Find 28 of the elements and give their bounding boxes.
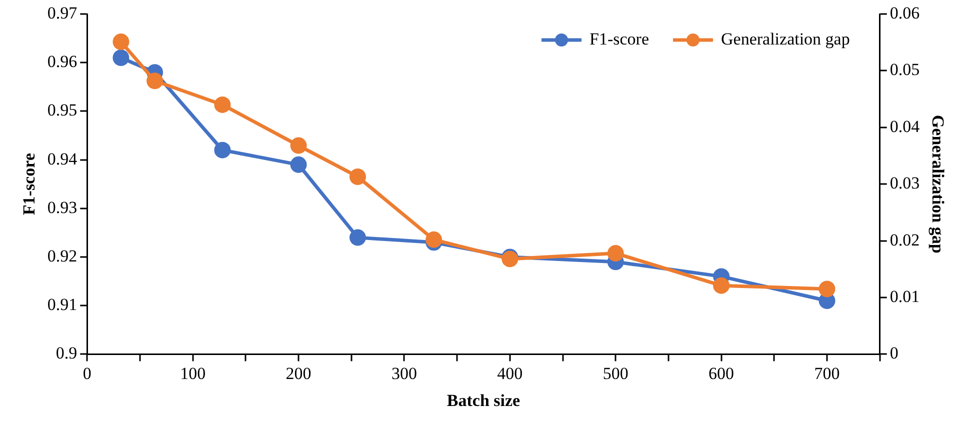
y-tick-label: 0.91 xyxy=(47,295,78,314)
y2-tick-label: 0.05 xyxy=(890,60,920,80)
y-tick-label: 0.94 xyxy=(47,149,78,168)
y2-tick-label: 0.01 xyxy=(890,286,920,306)
y-tick-label: 0.96 xyxy=(47,52,78,72)
y2-tick-label: 0.04 xyxy=(890,116,920,136)
x-tick-label: 600 xyxy=(708,364,734,383)
y2-tick-label: 0.03 xyxy=(890,174,920,193)
legend-label: Generalization gap xyxy=(720,29,850,48)
y2-tick-label: 0.06 xyxy=(890,3,920,22)
y-tick-label: 0.92 xyxy=(47,246,78,266)
y2-tick-label: 0 xyxy=(890,344,898,363)
y-tick-label: 0.93 xyxy=(47,198,78,217)
x-tick-label: 700 xyxy=(814,364,840,383)
y2-tick-label: 0.02 xyxy=(890,230,920,250)
x-axis-title: Batch size xyxy=(446,391,521,410)
y-tick-label: 0.95 xyxy=(47,100,78,120)
x-tick-label: 200 xyxy=(286,364,312,383)
x-tick-label: 500 xyxy=(602,364,628,383)
y-tick-label: 0.97 xyxy=(47,3,78,22)
x-tick-label: 0 xyxy=(82,364,92,383)
y2-axis-title: Generalization gap xyxy=(928,114,948,254)
x-tick-label: 300 xyxy=(391,364,417,383)
y-axis-title: F1-score xyxy=(20,152,39,216)
legend-label: F1-score xyxy=(590,29,649,48)
x-tick-label: 400 xyxy=(497,364,523,383)
y-tick-label: 0.9 xyxy=(56,344,78,363)
x-tick-label: 100 xyxy=(180,364,206,383)
